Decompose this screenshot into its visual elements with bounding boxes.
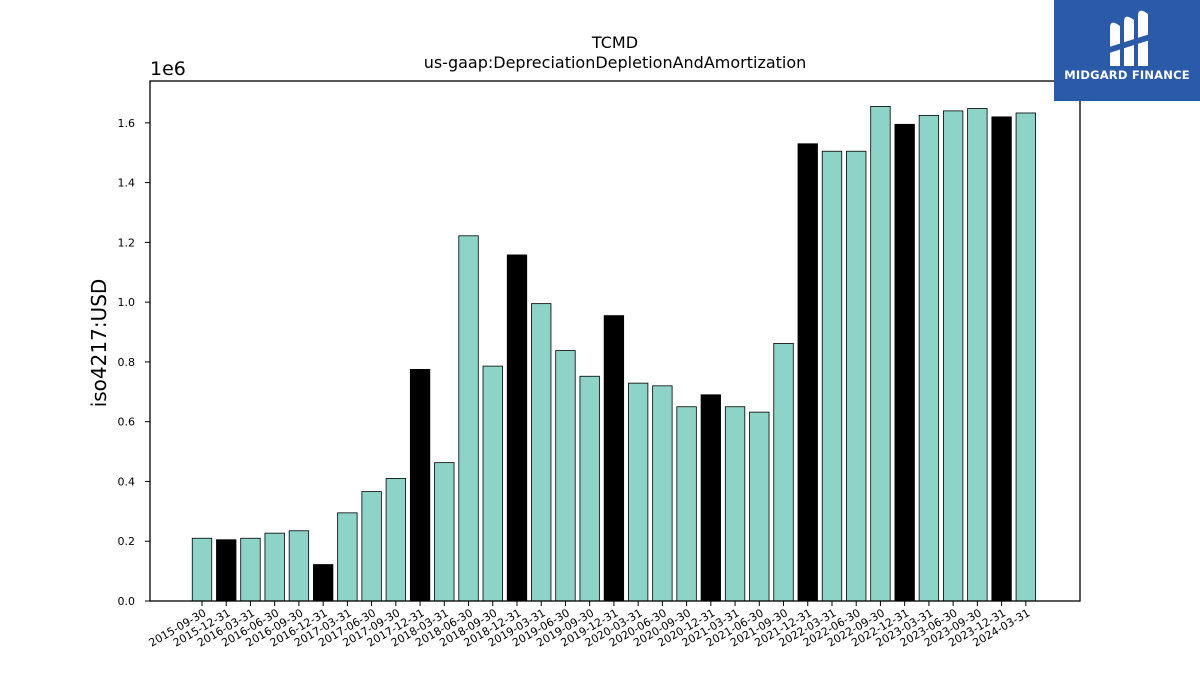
bar-2021-12-31 — [797, 143, 818, 602]
bar-2017-06-30 — [361, 491, 382, 602]
bar-2016-09-30 — [288, 530, 310, 602]
y-tick-label: 1.4 — [118, 177, 136, 190]
y-axis-multiplier: 1e6 — [150, 58, 186, 80]
bar-2018-06-30 — [458, 235, 479, 602]
bar-2023-06-30 — [942, 110, 964, 602]
y-ticks: 0.0 0.2 0.4 0.6 0.8 1.0 1.2 1.4 1.6 — [118, 117, 150, 608]
chart-title: TCMD — [591, 33, 638, 52]
y-tick-label: 1.2 — [118, 236, 136, 249]
bar-2017-09-30 — [385, 478, 406, 602]
bar-2020-09-30 — [676, 406, 697, 602]
midgard-logo-icon — [1106, 10, 1150, 67]
bar-2021-09-30 — [773, 342, 794, 602]
logo-text: MIDGARD FINANCE — [1064, 68, 1190, 82]
bar-2019-12-31 — [603, 315, 625, 602]
y-tick-label: 0.4 — [118, 475, 136, 488]
bar-2022-09-30 — [870, 106, 891, 602]
bar-2017-03-31 — [337, 512, 358, 602]
bar-2020-12-31 — [700, 394, 721, 602]
bar-2020-03-31 — [627, 382, 649, 602]
bar-2017-12-31 — [409, 368, 431, 602]
bar-2023-09-30 — [967, 108, 988, 602]
chart-subtitle: us-gaap:DepreciationDepletionAndAmortiza… — [424, 53, 807, 72]
y-tick-label: 1.6 — [118, 117, 136, 130]
bars-layer — [191, 106, 1036, 602]
bar-2016-06-30 — [264, 532, 285, 602]
bar-2021-03-31 — [724, 406, 746, 602]
y-tick-label: 0.0 — [118, 595, 136, 608]
bar-2018-09-30 — [482, 365, 503, 602]
bar-2019-03-31 — [531, 303, 552, 602]
bar-2022-03-31 — [821, 150, 843, 602]
plot-frame — [149, 80, 1081, 602]
bar-2019-09-30 — [579, 375, 600, 602]
bar-2022-06-30 — [846, 150, 867, 602]
midgard-finance-logo: MIDGARD FINANCE — [1054, 0, 1200, 101]
bar-2022-12-31 — [894, 123, 915, 602]
bar-2020-06-30 — [652, 385, 673, 602]
bar-2018-03-31 — [434, 462, 455, 602]
bar-2015-09-30 — [191, 537, 213, 602]
bar-2023-12-31 — [991, 116, 1012, 602]
bar-2018-12-31 — [506, 254, 528, 602]
y-tick-label: 0.6 — [118, 416, 136, 429]
y-tick-label: 1.0 — [118, 296, 136, 309]
y-tick-label: 0.2 — [118, 535, 136, 548]
y-axis-label: iso4217:USD — [87, 279, 111, 408]
bar-2016-12-31 — [312, 564, 334, 602]
bar-2023-03-31 — [918, 114, 940, 602]
bar-2019-06-30 — [555, 350, 576, 602]
bar-2016-03-31 — [240, 537, 261, 602]
bar-2015-12-31 — [216, 539, 237, 602]
x-ticks: 2015-09-302015-12-312016-03-312016-06-30… — [147, 601, 1032, 650]
bar-2024-03-31 — [1015, 112, 1036, 602]
bar-2021-06-30 — [749, 411, 770, 602]
y-tick-label: 0.8 — [118, 356, 136, 369]
